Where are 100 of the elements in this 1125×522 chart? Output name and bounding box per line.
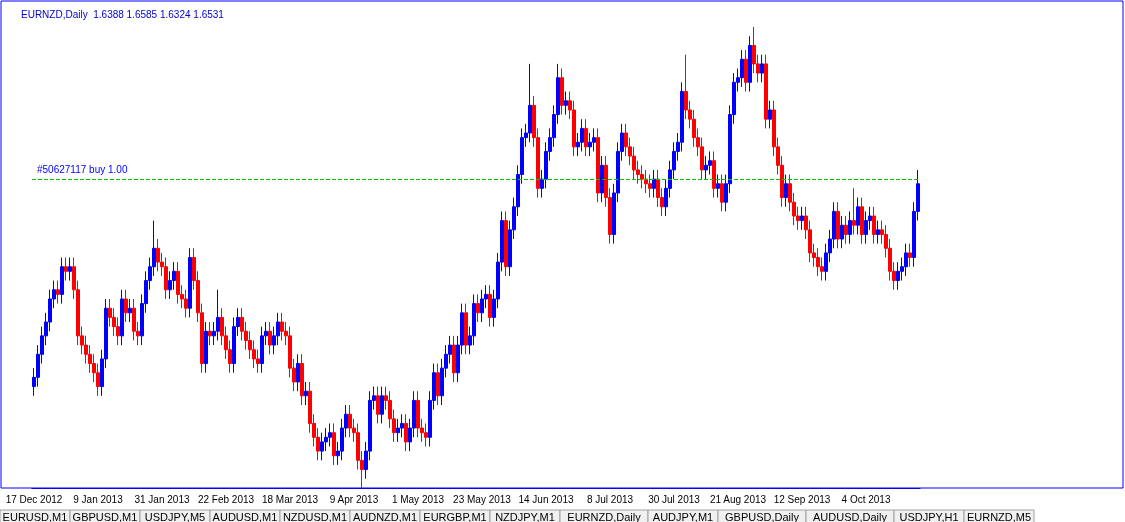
x-tick-label: 9 Apr 2013 <box>329 493 379 505</box>
candlestick <box>588 132 592 157</box>
candlestick <box>476 293 480 323</box>
ref-line-label: #50627117 buy 1.00 <box>37 163 128 175</box>
candlestick <box>584 118 588 157</box>
x-tick-label: 12 Sep 2013 <box>773 493 831 505</box>
candlestick <box>592 127 596 152</box>
candlestick <box>848 210 852 245</box>
text: NZDJPY,M1 <box>495 511 555 522</box>
candlestick <box>380 386 384 424</box>
candlestick <box>768 100 772 129</box>
x-tick-label: 18 Mar 2013 <box>261 493 319 505</box>
candlestick <box>896 261 900 291</box>
candlestick <box>132 298 136 341</box>
text: EURUSD,M1 <box>2 511 68 522</box>
text: AUDNZD,M1 <box>352 511 418 522</box>
candlestick <box>864 210 868 245</box>
candlestick <box>156 238 160 272</box>
candlestick <box>348 404 352 438</box>
candlestick <box>60 257 64 305</box>
candlestick <box>184 289 188 318</box>
text: USDJPY,H1 <box>899 511 959 522</box>
candlestick <box>720 174 724 212</box>
candlestick <box>704 155 708 180</box>
x-tick-label: 23 May 2013 <box>453 493 512 505</box>
x-tick-label: 21 Aug 2013 <box>709 493 767 505</box>
candlestick <box>740 49 744 88</box>
x-tick-label: 31 Jan 2013 <box>134 493 190 505</box>
candlestick <box>280 312 284 341</box>
candlestick <box>480 289 484 323</box>
candlestick <box>784 174 788 208</box>
candlestick <box>872 206 876 245</box>
candlestick <box>528 63 532 143</box>
candlestick <box>332 422 336 466</box>
candlestick <box>396 418 400 443</box>
candlestick <box>260 326 264 374</box>
candlestick <box>416 390 420 438</box>
candlestick <box>640 164 644 189</box>
candlestick <box>908 243 912 268</box>
candlestick <box>580 118 584 152</box>
candlestick <box>764 54 768 129</box>
x-tick-label: 17 Dec 2012 <box>5 493 63 505</box>
candlestick <box>204 321 208 374</box>
candlestick <box>652 169 656 199</box>
candlestick <box>376 386 380 424</box>
candlestick <box>424 422 428 448</box>
candlestick <box>68 257 72 282</box>
x-tick-label: 4 Oct 2013 <box>841 493 891 505</box>
candlestick <box>904 243 908 277</box>
text: AUDUSD,M1 <box>212 511 278 522</box>
candlestick <box>208 321 212 346</box>
text: USDJPY,M5 <box>144 511 206 522</box>
candlestick <box>564 91 568 116</box>
text: NZDUSD,M1 <box>282 511 348 522</box>
candlestick <box>860 197 864 245</box>
candlestick <box>128 298 132 323</box>
candlestick <box>216 289 220 341</box>
candlestick <box>712 150 716 199</box>
candlestick <box>644 169 648 194</box>
candlestick <box>716 174 720 199</box>
candlestick <box>560 67 564 116</box>
candlestick <box>176 261 180 305</box>
candlestick <box>164 257 168 300</box>
x-tick-label: 8 Jul 2013 <box>586 493 634 505</box>
candlestick <box>876 220 880 245</box>
candlestick <box>800 206 804 231</box>
candlestick <box>64 257 68 282</box>
candlestick <box>300 353 304 406</box>
candlestick <box>268 321 272 355</box>
candlestick <box>304 381 308 406</box>
candlestick <box>400 413 404 438</box>
candlestick <box>840 215 844 249</box>
candlestick <box>600 155 604 203</box>
candlestick <box>852 187 856 235</box>
candlestick <box>816 247 820 277</box>
candlestick <box>708 150 712 176</box>
candlestick <box>404 413 408 452</box>
text: AUDJPY,M1 <box>652 511 714 522</box>
candlestick <box>844 215 848 245</box>
chart-title: EURNZD,Daily 1.6388 1.6585 1.6324 1.6531 <box>21 8 225 20</box>
candlestick <box>856 197 860 235</box>
candlestick <box>648 174 652 199</box>
x-tick-label: 14 Jun 2013 <box>518 493 574 505</box>
candlestick <box>436 363 440 406</box>
text: EURNZD,M5 <box>966 511 1032 522</box>
text: GBPUSD,M1 <box>72 511 138 522</box>
candlestick <box>56 280 60 305</box>
candlestick <box>836 201 840 249</box>
candlestick <box>464 303 468 355</box>
candlestick <box>320 432 324 461</box>
candlestick <box>760 54 764 83</box>
candlestick <box>188 247 192 318</box>
text: EURGBP,M1 <box>423 511 487 522</box>
candlestick <box>124 289 128 323</box>
candlestick <box>748 35 752 93</box>
candlestick <box>744 49 748 93</box>
candlestick <box>504 210 508 277</box>
candlestick <box>120 289 124 346</box>
x-tick-label: 30 Jul 2013 <box>648 493 701 505</box>
x-tick-label: 9 Jan 2013 <box>73 493 124 505</box>
